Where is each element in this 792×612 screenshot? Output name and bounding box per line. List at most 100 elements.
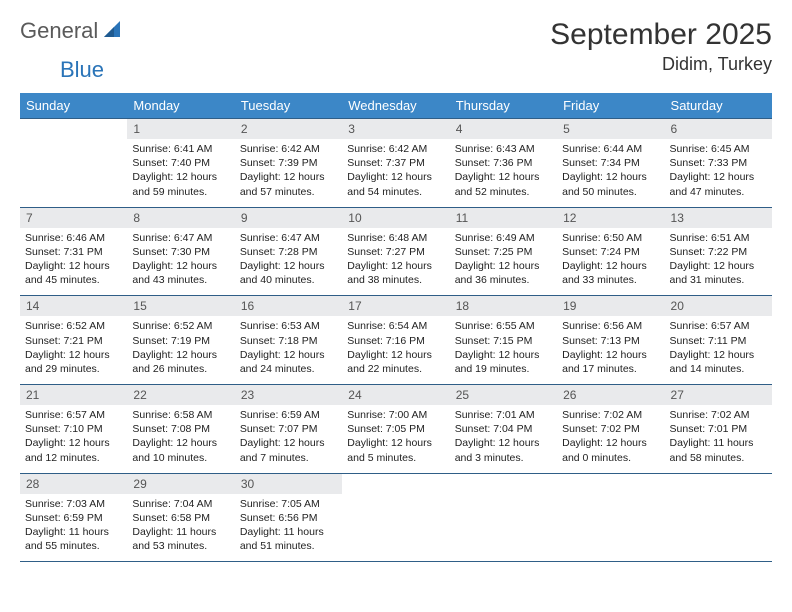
day-number: 5 xyxy=(557,119,664,139)
sunrise-text: Sunrise: 7:00 AM xyxy=(347,408,444,422)
day-number: 17 xyxy=(342,296,449,316)
sunrise-text: Sunrise: 6:44 AM xyxy=(562,142,659,156)
sunrise-text: Sunrise: 6:53 AM xyxy=(240,319,337,333)
sunset-text: Sunset: 7:37 PM xyxy=(347,156,444,170)
calendar-day-cell: 27Sunrise: 7:02 AMSunset: 7:01 PMDayligh… xyxy=(665,385,772,474)
calendar-day-cell: 1Sunrise: 6:41 AMSunset: 7:40 PMDaylight… xyxy=(127,119,234,208)
sunset-text: Sunset: 7:11 PM xyxy=(670,334,767,348)
day-number: 1 xyxy=(127,119,234,139)
sunrise-text: Sunrise: 6:49 AM xyxy=(455,231,552,245)
daylight-text: Daylight: 12 hours and 47 minutes. xyxy=(670,170,767,198)
sunrise-text: Sunrise: 6:41 AM xyxy=(132,142,229,156)
day-number: 22 xyxy=(127,385,234,405)
daylight-text: Daylight: 12 hours and 14 minutes. xyxy=(670,348,767,376)
day-number: 25 xyxy=(450,385,557,405)
day-number: 20 xyxy=(665,296,772,316)
daylight-text: Daylight: 12 hours and 26 minutes. xyxy=(132,348,229,376)
day-number: 21 xyxy=(20,385,127,405)
sunset-text: Sunset: 7:01 PM xyxy=(670,422,767,436)
sunset-text: Sunset: 7:24 PM xyxy=(562,245,659,259)
daylight-text: Daylight: 12 hours and 33 minutes. xyxy=(562,259,659,287)
calendar-day-cell: 3Sunrise: 6:42 AMSunset: 7:37 PMDaylight… xyxy=(342,119,449,208)
day-number: 15 xyxy=(127,296,234,316)
day-number: 2 xyxy=(235,119,342,139)
sunrise-text: Sunrise: 6:54 AM xyxy=(347,319,444,333)
sunset-text: Sunset: 6:59 PM xyxy=(25,511,122,525)
calendar-body: 1Sunrise: 6:41 AMSunset: 7:40 PMDaylight… xyxy=(20,119,772,562)
sunset-text: Sunset: 7:05 PM xyxy=(347,422,444,436)
sunset-text: Sunset: 7:27 PM xyxy=(347,245,444,259)
sunset-text: Sunset: 7:30 PM xyxy=(132,245,229,259)
calendar-day-cell: 20 Sunrise: 6:57 AMSunset: 7:11 PMDayligh… xyxy=(665,296,772,385)
sunset-text: Sunset: 7:36 PM xyxy=(455,156,552,170)
calendar-day-cell: 2Sunrise: 6:42 AMSunset: 7:39 PMDaylight… xyxy=(235,119,342,208)
sunrise-text: Sunrise: 6:52 AM xyxy=(25,319,122,333)
calendar-day-cell: 25Sunrise: 7:01 AMSunset: 7:04 PMDayligh… xyxy=(450,385,557,474)
daylight-text: Daylight: 12 hours and 3 minutes. xyxy=(455,436,552,464)
sunset-text: Sunset: 7:07 PM xyxy=(240,422,337,436)
sunset-text: Sunset: 7:08 PM xyxy=(132,422,229,436)
day-number: 18 xyxy=(450,296,557,316)
sunrise-text: Sunrise: 6:45 AM xyxy=(670,142,767,156)
calendar-day-cell: 19Sunrise: 6:56 AMSunset: 7:13 PMDayligh… xyxy=(557,296,664,385)
calendar-day-cell xyxy=(557,473,664,562)
sunrise-text: Sunrise: 6:42 AM xyxy=(240,142,337,156)
day-number: 14 xyxy=(20,296,127,316)
calendar-day-cell: 26Sunrise: 7:02 AMSunset: 7:02 PMDayligh… xyxy=(557,385,664,474)
calendar-day-cell: 30Sunrise: 7:05 AMSunset: 6:56 PMDayligh… xyxy=(235,473,342,562)
daylight-text: Daylight: 12 hours and 43 minutes. xyxy=(132,259,229,287)
sunset-text: Sunset: 7:21 PM xyxy=(25,334,122,348)
day-number: 29 xyxy=(127,474,234,494)
sunset-text: Sunset: 7:33 PM xyxy=(670,156,767,170)
day-number: 4 xyxy=(450,119,557,139)
calendar-day-cell: 7Sunrise: 6:46 AMSunset: 7:31 PMDaylight… xyxy=(20,207,127,296)
sunrise-text: Sunrise: 6:43 AM xyxy=(455,142,552,156)
calendar-week-row: 1Sunrise: 6:41 AMSunset: 7:40 PMDaylight… xyxy=(20,119,772,208)
location-label: Didim, Turkey xyxy=(550,54,772,75)
sunrise-text: Sunrise: 6:55 AM xyxy=(455,319,552,333)
day-number: 23 xyxy=(235,385,342,405)
daylight-text: Daylight: 12 hours and 54 minutes. xyxy=(347,170,444,198)
month-title: September 2025 xyxy=(550,18,772,52)
daylight-text: Daylight: 11 hours and 58 minutes. xyxy=(670,436,767,464)
sunset-text: Sunset: 7:16 PM xyxy=(347,334,444,348)
sunrise-text: Sunrise: 6:56 AM xyxy=(562,319,659,333)
day-number: 6 xyxy=(665,119,772,139)
daylight-text: Daylight: 12 hours and 5 minutes. xyxy=(347,436,444,464)
calendar-week-row: 14 Sunrise: 6:52 AMSunset: 7:21 PM Dayligh… xyxy=(20,296,772,385)
weekday-header: Sunday xyxy=(20,93,127,119)
sunrise-text: Sunrise: 6:46 AM xyxy=(25,231,122,245)
brand-name-part1: General xyxy=(20,18,98,44)
daylight-text: Daylight: 12 hours and 36 minutes. xyxy=(455,259,552,287)
sunset-text: Sunset: 6:56 PM xyxy=(240,511,337,525)
sunrise-text: Sunrise: 6:47 AM xyxy=(240,231,337,245)
calendar-day-cell: 4 Sunrise: 6:43 AMSunset: 7:36 PMDaylight… xyxy=(450,119,557,208)
daylight-text: Daylight: 12 hours and 40 minutes. xyxy=(240,259,337,287)
sunset-text: Sunset: 7:39 PM xyxy=(240,156,337,170)
sunset-text: Sunset: 7:34 PM xyxy=(562,156,659,170)
day-number: 13 xyxy=(665,208,772,228)
weekday-header-row: Sunday Monday Tuesday Wednesday Thursday… xyxy=(20,93,772,119)
day-number: 9 xyxy=(235,208,342,228)
sunrise-text: Sunrise: 6:57 AM xyxy=(25,408,122,422)
daylight-text: Daylight: 12 hours and 17 minutes. xyxy=(562,348,659,376)
calendar-day-cell: 24Sunrise: 7:00 AMSunset: 7:05 PMDayligh… xyxy=(342,385,449,474)
calendar-day-cell: 14Sunrise: 6:52 AMSunset: 7:21 PMDayligh… xyxy=(20,296,127,385)
sunrise-text: Sunrise: 6:58 AM xyxy=(132,408,229,422)
sunset-text: Sunset: 7:13 PM xyxy=(562,334,659,348)
calendar-day-cell: 5 Sunrise: 6:44 AMSunset: 7:34 PMDaylight… xyxy=(557,119,664,208)
calendar-week-row: 28Sunrise: 7:03 AMSunset: 6:59 PMDayligh… xyxy=(20,473,772,562)
brand-name-part2: Blue xyxy=(60,57,104,82)
calendar-day-cell: 9Sunrise: 6:47 AMSunset: 7:28 PMDaylight… xyxy=(235,207,342,296)
day-number: 8 xyxy=(127,208,234,228)
day-number: 16 xyxy=(235,296,342,316)
sunrise-text: Sunrise: 6:57 AM xyxy=(670,319,767,333)
daylight-text: Daylight: 12 hours and 24 minutes. xyxy=(240,348,337,376)
weekday-header: Friday xyxy=(557,93,664,119)
daylight-text: Daylight: 12 hours and 50 minutes. xyxy=(562,170,659,198)
daylight-text: Daylight: 12 hours and 7 minutes. xyxy=(240,436,337,464)
calendar-week-row: 21Sunrise: 6:57 AMSunset: 7:10 PMDayligh… xyxy=(20,385,772,474)
calendar-day-cell: 6 Sunrise: 6:45 AMSunset: 7:33 PMDaylight… xyxy=(665,119,772,208)
weekday-header: Thursday xyxy=(450,93,557,119)
daylight-text: Daylight: 12 hours and 52 minutes. xyxy=(455,170,552,198)
